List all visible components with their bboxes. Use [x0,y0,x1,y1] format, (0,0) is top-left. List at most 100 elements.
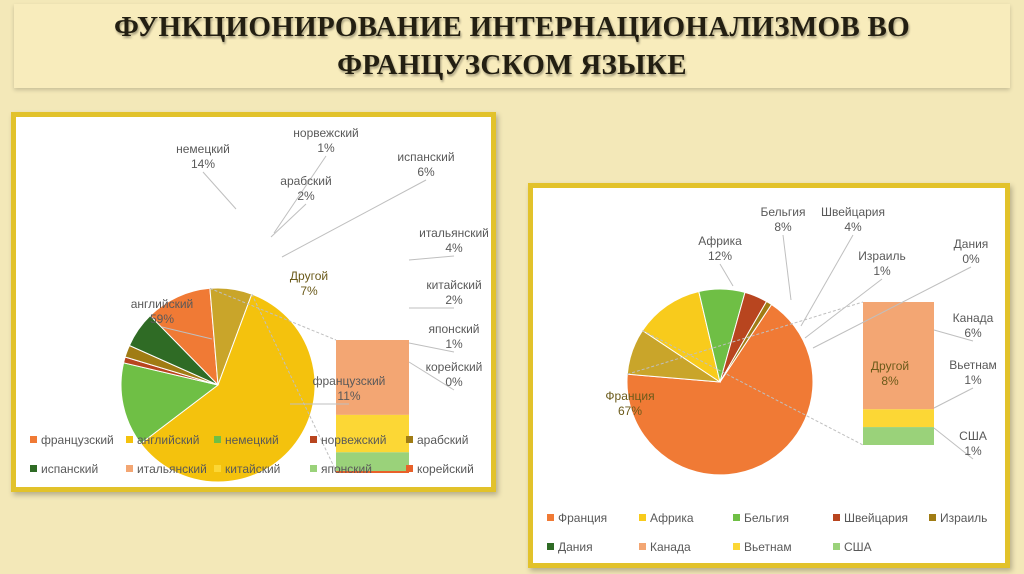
chart2-leader-item-6 [933,329,974,342]
chart1-legend-swatch-item-1 [126,436,133,443]
chart2-label-name-item-7: Вьетнам [949,358,997,372]
chart1-label-pct-item-2: 14% [191,157,215,171]
chart1-legend-swatch-item-7 [214,465,221,472]
chart2-label-name-item-5: Дания [954,237,989,251]
chart2-label-other-name: Другой [871,359,909,373]
chart1-legend-swatch-item-8 [310,465,317,472]
chart1-legend-label-item-7: китайский [225,462,280,476]
chart1-label-other-name: Другой [290,269,328,283]
chart1-label-pct-item-7: 2% [445,293,463,307]
chart2-label-pct-item-5: 0% [962,252,980,266]
chart2-legend-swatch-item-1 [639,514,646,521]
chart1-leader-item-1 [161,326,213,340]
chart1-leader-item-5 [281,179,427,258]
chart1-label-pct-item-6: 4% [445,241,463,255]
chart1-legend-swatch-item-5 [30,465,37,472]
chart-panel-languages: Другой 7% французский 11% английский 59% немец… [11,112,496,492]
title-box: ФУНКЦИОНИРОВАНИЕ ИНТЕРНАЦИОНАЛИЗМОВ ВО Ф… [14,4,1010,88]
chart1-connector-bottom [251,293,337,472]
chart1-bar-segment-item-7 [336,414,409,453]
chart2-legend-swatch-item-7 [733,543,740,550]
chart2-legend-label-item-4: Израиль [940,511,987,525]
chart2-label-name-item-0: Франция [605,389,654,403]
chart2-legend-label-item-6: Канада [650,540,691,554]
chart1-label-name-item-5: испанский [397,150,454,164]
chart2-label-other-pct: 8% [881,374,899,388]
chart2-leader-item-2 [782,234,792,301]
chart1-label-name-item-3: норвежский [293,126,358,140]
chart2-legend-label-item-3: Швейцария [844,511,908,525]
chart2-connector-bottom [642,330,864,446]
chart2-legend-swatch-item-6 [639,543,646,550]
chart1-legend-label-item-3: норвежский [321,433,386,447]
chart2-legend-label-item-8: США [844,540,872,554]
chart2-legend-swatch-item-3 [833,514,840,521]
languages-chart: Другой7%французский11%английский59%немец… [30,126,489,483]
chart1-label-name-item-1: английский [131,297,193,311]
chart2-connector-top [627,301,864,375]
chart1-label-pct-item-5: 6% [417,165,435,179]
chart1-label-pct-item-9: 0% [445,375,463,389]
countries-chart: Другой8%Франция67%Африка12%Бельгия8%Швей… [547,205,997,554]
chart1-label-pct-item-4: 2% [297,189,315,203]
chart1-label-pct-item-8: 1% [445,337,463,351]
chart1-legend-swatch-item-6 [126,465,133,472]
chart1-label-name-item-9: корейский [426,360,483,374]
chart1-connector-top [209,287,337,341]
chart2-legend-label-item-2: Бельгия [744,511,789,525]
chart1-legend-label-item-2: немецкий [225,433,279,447]
chart1-pie-slice-item-1 [139,293,316,483]
chart2-label-pct-item-3: 4% [844,220,862,234]
slide-title-line-2: ФРАНЦУЗСКОМ ЯЗЫКЕ [337,49,687,81]
chart1-label-pct-item-3: 1% [317,141,335,155]
chart1-legend-label-item-6: итальянский [137,462,207,476]
chart1-leader-item-9 [408,361,455,391]
chart2-leader-item-4 [804,278,883,339]
chart2-legend-label-item-7: Вьетнам [744,540,792,554]
chart1-pie-slice-item-0 [149,287,219,387]
chart1-leader-item-4 [270,203,307,238]
chart1-bar-segment-item-6 [336,340,409,415]
chart2-leader-item-5 [812,266,972,349]
chart1-leader-item-8 [408,342,455,353]
chart2-legend-swatch-item-2 [733,514,740,521]
chart2-label-name-item-4: Израиль [858,249,905,263]
chart2-leader-item-3 [800,234,854,327]
chart1-label-name-item-8: японский [429,322,480,336]
chart1-legend-label-item-8: японский [321,462,372,476]
chart-panel-countries: Другой 8% Франция 67% Африка 12% Бельгия 8% Швей… [528,183,1010,568]
chart2-pie-slice-item-0 [626,303,814,476]
chart2-legend-swatch-item-4 [929,514,936,521]
chart2-pie-slice-item-1 [641,290,721,384]
chart2-label-pct-item-1: 12% [708,249,732,263]
chart2-label-name-item-2: Бельгия [761,205,806,219]
chart2-label-pct-item-4: 1% [873,264,891,278]
chart2-legend-label-item-0: Франция [558,511,607,525]
chart1-legend-label-item-0: французский [41,433,114,447]
chart2-bar-segment-item-7 [863,409,934,428]
chart2-label-name-item-1: Африка [698,234,742,248]
slide-title-line-1: ФУНКЦИОНИРОВАНИЕ ИНТЕРНАЦИОНАЛИЗМОВ ВО [113,11,911,43]
chart1-label-name-item-7: китайский [426,278,481,292]
chart1-label-name-item-2: немецкий [176,142,230,156]
chart1-leader-item-3 [273,155,327,234]
chart1-leader-item-6 [408,255,455,261]
chart1-label-pct-item-1: 59% [150,312,174,326]
chart2-legend-swatch-item-5 [547,543,554,550]
chart1-label-name-item-6: итальянский [419,226,489,240]
chart1-leader-item-2 [202,171,237,210]
chart2-leader-item-7 [933,387,974,409]
chart1-label-name-item-0: французский [313,374,386,388]
chart1-legend-label-item-9: корейский [417,462,474,476]
chart1-legend-swatch-item-9 [406,465,413,472]
chart2-legend-label-item-1: Африка [650,511,694,525]
chart2-label-pct-item-2: 8% [774,220,792,234]
chart2-label-name-item-6: Канада [953,311,994,325]
chart2-legend-label-item-5: Дания [558,540,593,554]
chart1-bar-segment-item-8 [336,452,409,471]
chart1-pie-slice-item-2 [120,362,220,445]
chart2-bar-segment-item-8 [863,427,934,445]
chart2-label-name-item-8: США [959,429,987,443]
chart1-label-pct-item-0: 11% [337,389,360,403]
chart1-legend-swatch-item-4 [406,436,413,443]
